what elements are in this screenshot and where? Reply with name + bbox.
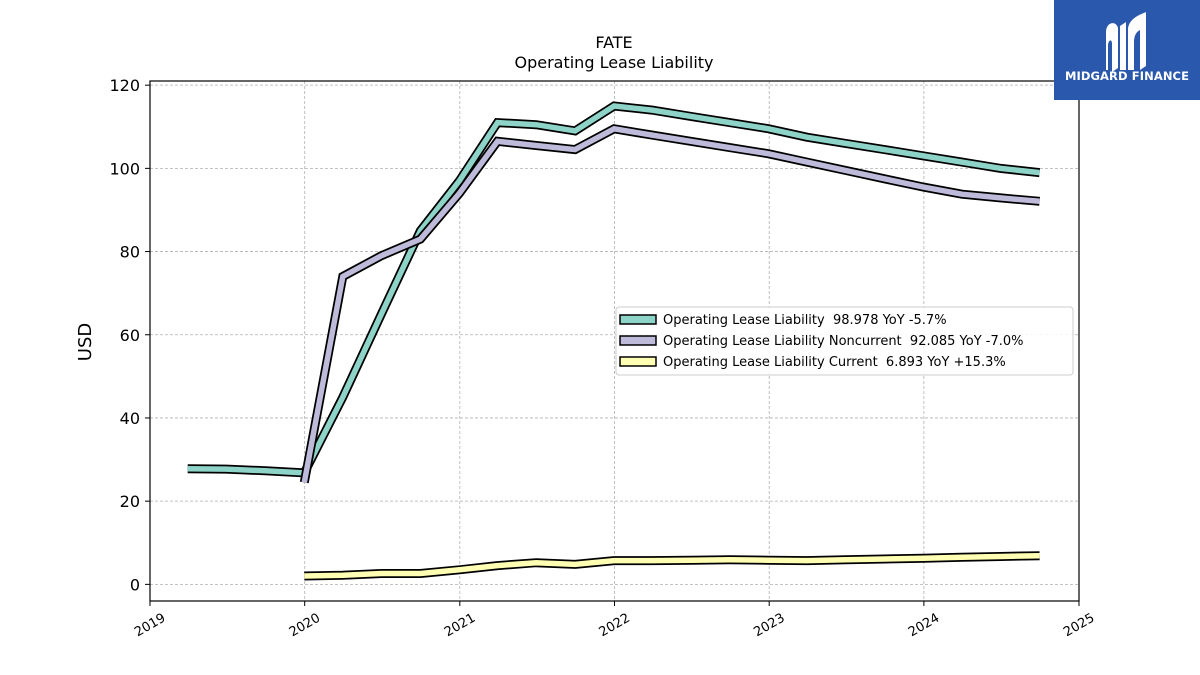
legend-swatch [619, 356, 657, 367]
y-tick-label: 60 [120, 326, 140, 345]
series-line-2 [301, 125, 1040, 483]
brand-mark-icon [1106, 12, 1146, 72]
y-tick-label: 120 [109, 76, 140, 95]
y-tick-label: 40 [120, 409, 140, 428]
legend-box [615, 306, 1074, 376]
x-tick-label: 2021 [442, 611, 478, 641]
x-tick-label: 2022 [597, 611, 633, 641]
y-tick-label: 20 [120, 492, 140, 511]
series-layer [187, 101, 1041, 581]
chart-title: FATE [595, 33, 632, 52]
y-tick-label: 100 [109, 159, 140, 178]
brand-name: MIDGARD FINANCE [1064, 69, 1190, 83]
legend-swatch [619, 335, 657, 346]
y-tick-label: 80 [120, 243, 140, 262]
chart-subtitle: Operating Lease Liability [514, 53, 713, 72]
legend-label: Operating Lease Liability Noncurrent 92.… [663, 334, 1024, 349]
y-axis-label: USD [75, 323, 96, 361]
legend-swatch [619, 314, 657, 325]
x-tick-label: 2020 [287, 611, 323, 641]
x-tick-label: 2025 [1061, 611, 1097, 641]
legend-label: Operating Lease Liability 98.978 YoY -5.… [663, 313, 947, 328]
y-tick-label: 0 [130, 575, 140, 594]
series-line-1 [187, 103, 1040, 476]
brand-logo: MIDGARD FINANCE [1054, 0, 1200, 100]
legend: Operating Lease Liability 98.978 YoY -5.… [615, 306, 1074, 376]
x-tick-label: 2023 [751, 611, 787, 641]
series-line-3 [304, 552, 1040, 579]
x-tick-label: 2024 [906, 611, 942, 641]
x-tick-label: 2019 [132, 611, 168, 641]
legend-label: Operating Lease Liability Current 6.893 … [663, 355, 1006, 370]
series-outline [299, 124, 1040, 484]
